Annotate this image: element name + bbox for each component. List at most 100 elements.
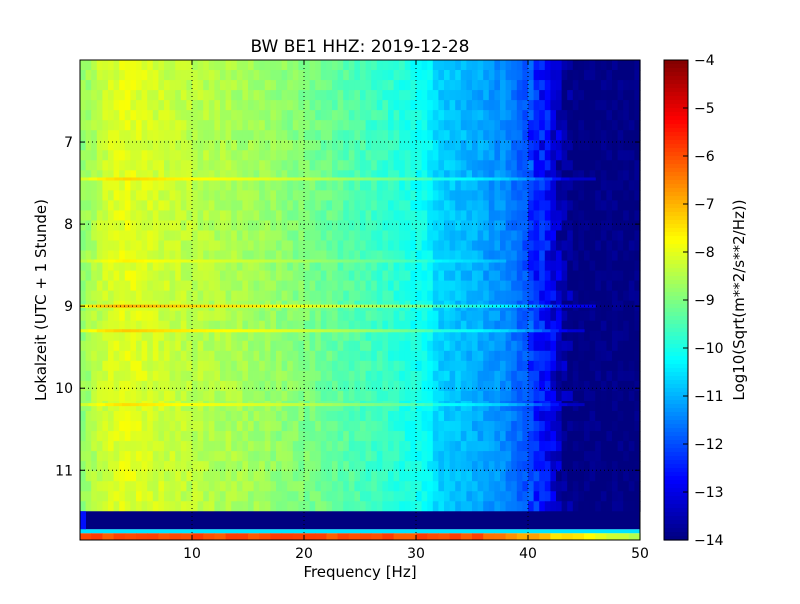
spectrogram-cell xyxy=(158,441,164,452)
spectrogram-cell xyxy=(248,361,254,372)
spectrogram-cell xyxy=(136,421,142,432)
spectrogram-cell xyxy=(231,311,237,322)
spectrogram-cell xyxy=(416,241,422,252)
spectrogram-cell xyxy=(612,491,618,502)
spectrogram-cell xyxy=(567,60,573,71)
spectrogram-cell xyxy=(455,501,461,512)
spectrogram-cell xyxy=(405,401,411,412)
spectrogram-cell xyxy=(287,271,293,282)
spectrogram-cell xyxy=(226,411,232,422)
spectrogram-cell xyxy=(192,371,198,382)
spectrogram-cell xyxy=(282,371,288,382)
spectrogram-cell xyxy=(349,160,355,171)
spectrogram-cell xyxy=(366,391,372,402)
spectrogram-cell xyxy=(282,381,288,392)
spectrogram-cell xyxy=(455,331,461,342)
spectrogram-cell xyxy=(220,371,226,382)
spectrogram-cell xyxy=(254,481,260,492)
spectrogram-cell xyxy=(377,291,383,302)
spectral-band xyxy=(88,403,97,406)
spectrogram-cell xyxy=(489,421,495,432)
spectrogram-cell xyxy=(237,331,243,342)
spectrogram-cell xyxy=(310,361,316,372)
spectrogram-cell xyxy=(511,281,517,292)
spectrogram-cell xyxy=(606,391,612,402)
spectrogram-cell xyxy=(394,401,400,412)
colorbar-segment xyxy=(664,236,688,241)
spectrogram-cell xyxy=(562,150,568,161)
spectrogram-cell xyxy=(270,361,276,372)
spectrogram-cell xyxy=(382,481,388,492)
spectrogram-cell xyxy=(590,200,596,211)
spectrogram-cell xyxy=(270,341,276,352)
spectrogram-cell xyxy=(545,70,551,81)
spectrogram-cell xyxy=(472,381,478,392)
spectrogram-cell xyxy=(315,281,321,292)
spectrogram-cell xyxy=(494,150,500,161)
spectrogram-cell xyxy=(80,501,86,512)
spectrogram-cell xyxy=(164,80,170,91)
spectrogram-cell xyxy=(97,120,103,131)
spectrogram-cell xyxy=(494,160,500,171)
spectrogram-cell xyxy=(254,60,260,71)
spectrogram-cell xyxy=(517,391,523,402)
spectrogram-cell xyxy=(629,200,635,211)
spectral-band xyxy=(122,329,131,332)
spectrogram-cell xyxy=(601,411,607,422)
spectrogram-cell xyxy=(450,451,456,462)
spectrogram-cell xyxy=(186,130,192,141)
spectrogram-cell xyxy=(629,431,635,442)
spectrogram-cell xyxy=(433,230,439,241)
spectrogram-cell xyxy=(433,190,439,201)
spectrogram-cell xyxy=(86,361,92,372)
spectrogram-cell xyxy=(114,271,120,282)
spectrogram-cell xyxy=(382,130,388,141)
spectrogram-cell xyxy=(198,351,204,362)
spectrogram-cell xyxy=(175,401,181,412)
spectrogram-cell xyxy=(237,311,243,322)
spectrogram-cell xyxy=(578,241,584,252)
spectrogram-cell xyxy=(410,481,416,492)
spectrogram-cell xyxy=(170,331,176,342)
spectrogram-cell xyxy=(595,441,601,452)
spectral-band xyxy=(346,305,355,308)
spectrogram-cell xyxy=(606,501,612,512)
spectrogram-cell xyxy=(338,291,344,302)
spectrogram-cell xyxy=(293,100,299,111)
spectrogram-cell xyxy=(158,421,164,432)
spectrogram-cell xyxy=(500,120,506,131)
spectrogram-cell xyxy=(338,60,344,71)
spectrogram-cell xyxy=(534,110,540,121)
spectrogram-cell xyxy=(315,110,321,121)
spectrogram-cell xyxy=(427,481,433,492)
spectrogram-cell xyxy=(556,241,562,252)
spectrogram-cell xyxy=(567,271,573,282)
spectrogram-cell xyxy=(209,441,215,452)
spectrogram-cell xyxy=(394,421,400,432)
spectrogram-cell xyxy=(416,120,422,131)
spectrogram-cell xyxy=(522,90,528,101)
spectrogram-cell xyxy=(220,481,226,492)
spectrogram-cell xyxy=(416,331,422,342)
spectrogram-cell xyxy=(550,441,556,452)
spectrogram-cell xyxy=(80,230,86,241)
spectrogram-cell xyxy=(186,361,192,372)
spectral-band xyxy=(130,329,139,332)
spectrogram-cell xyxy=(601,160,607,171)
spectrogram-cell xyxy=(192,401,198,412)
spectrogram-cell xyxy=(394,411,400,422)
spectrogram-cell xyxy=(102,120,108,131)
spectrogram-cell xyxy=(147,431,153,442)
spectral-band xyxy=(293,260,301,263)
spectrogram-cell xyxy=(321,271,327,282)
spectrogram-cell xyxy=(489,271,495,282)
spectrogram-cell xyxy=(550,421,556,432)
spectral-band xyxy=(273,403,282,406)
spectrogram-cell xyxy=(321,311,327,322)
spectrogram-cell xyxy=(293,481,299,492)
spectrogram-cell xyxy=(416,471,422,482)
spectrogram-cell xyxy=(276,110,282,121)
spectrogram-cell xyxy=(349,120,355,131)
spectrogram-cell xyxy=(601,120,607,131)
colorbar-segment xyxy=(664,160,688,165)
